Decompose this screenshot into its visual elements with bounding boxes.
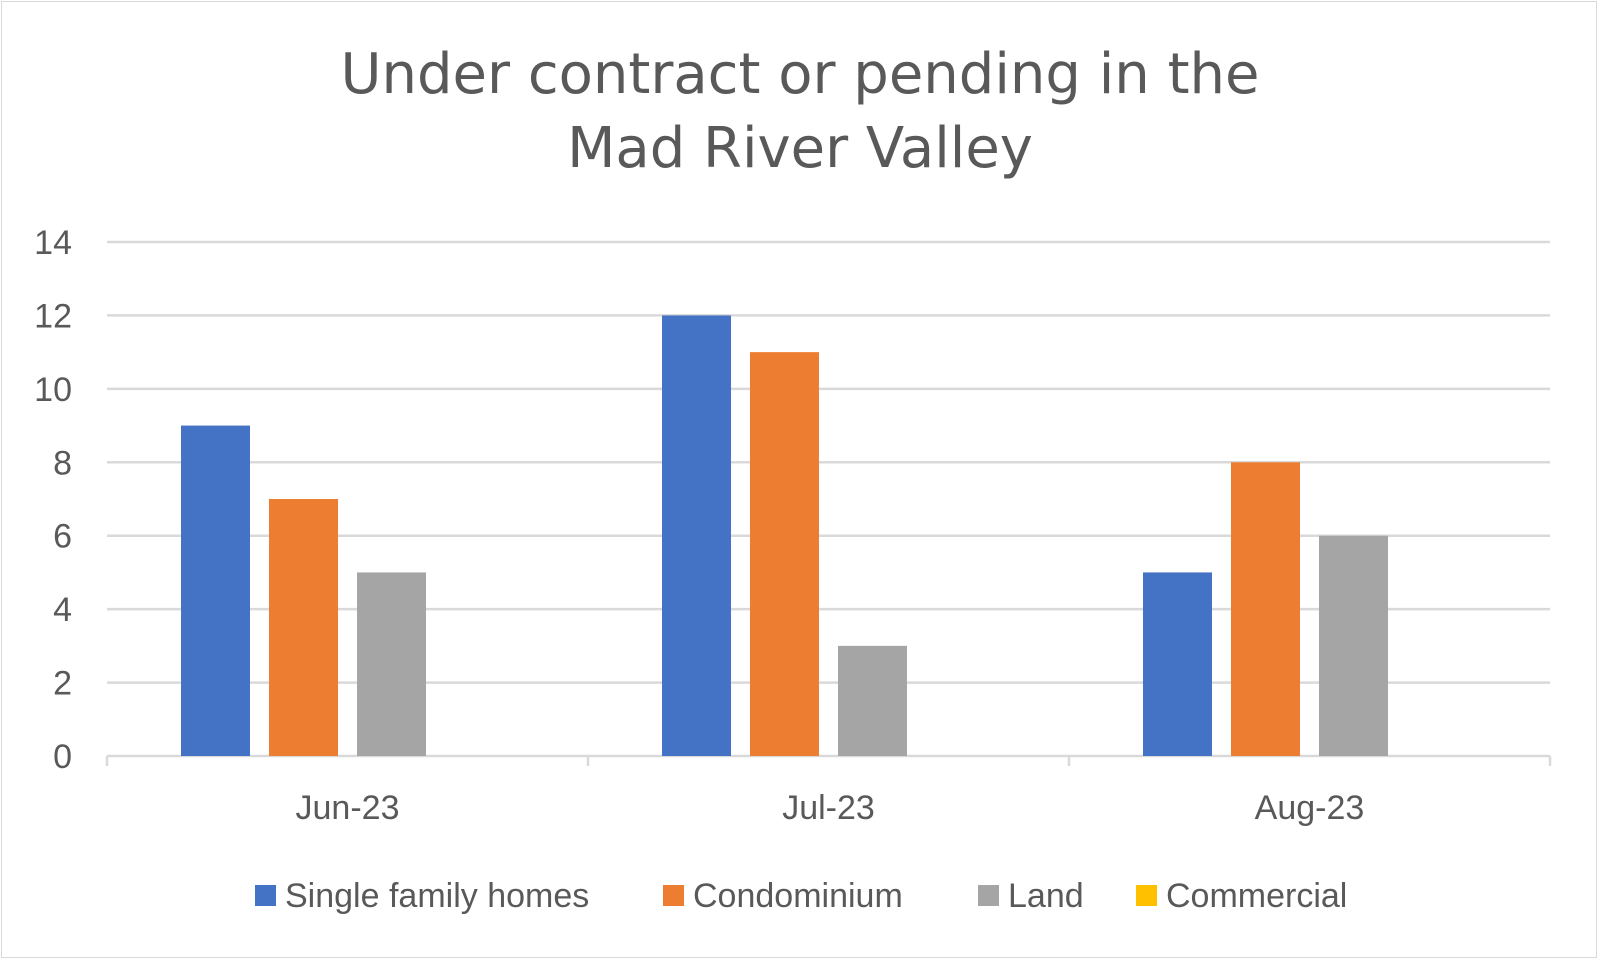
legend: Single family homes Condominium Land Commer… — [255, 877, 1347, 915]
y-tick-label: 12 — [34, 297, 72, 335]
y-tick-label: 2 — [53, 665, 72, 703]
bar-single-family-homes-aug-23 — [1143, 572, 1212, 756]
x-tick-label: Jul-23 — [782, 789, 875, 827]
legend-label: Single family homes — [285, 877, 589, 915]
y-tick-label: 8 — [53, 444, 72, 482]
y-tick-label: 0 — [53, 738, 72, 776]
y-tick-label: 4 — [53, 591, 72, 629]
x-tick-label: Jun-23 — [296, 789, 400, 827]
bar-condominium-jun-23 — [269, 499, 338, 756]
x-tick-label: Aug-23 — [1255, 789, 1365, 827]
bar-single-family-homes-jun-23 — [181, 425, 250, 756]
y-axis-ticks: 0 2 4 6 8 10 12 14 — [34, 224, 72, 776]
legend-swatch — [1136, 885, 1157, 906]
bar-land-aug-23 — [1319, 535, 1388, 756]
legend-swatch — [255, 885, 276, 906]
bar-single-family-homes-jul-23 — [662, 315, 731, 756]
bars — [181, 315, 1388, 756]
y-tick-label: 10 — [34, 371, 72, 409]
x-axis — [105, 754, 1552, 766]
chart-title-line-2: Mad River Valley — [567, 116, 1033, 181]
bar-land-jul-23 — [838, 645, 907, 756]
gridlines — [107, 240, 1550, 684]
legend-swatch — [978, 885, 999, 906]
chart-title-line-1: Under contract or pending in the — [340, 42, 1260, 107]
legend-label: Land — [1008, 877, 1084, 915]
legend-label: Condominium — [693, 877, 903, 915]
bar-condominium-jul-23 — [750, 352, 819, 756]
bar-condominium-aug-23 — [1231, 462, 1300, 756]
y-tick-label: 6 — [53, 518, 72, 556]
y-tick-label: 14 — [34, 224, 72, 262]
bar-land-jun-23 — [357, 572, 426, 756]
legend-label: Commercial — [1166, 877, 1347, 915]
legend-swatch — [663, 885, 684, 906]
x-axis-ticks: Jun-23 Jul-23 Aug-23 — [296, 789, 1365, 827]
